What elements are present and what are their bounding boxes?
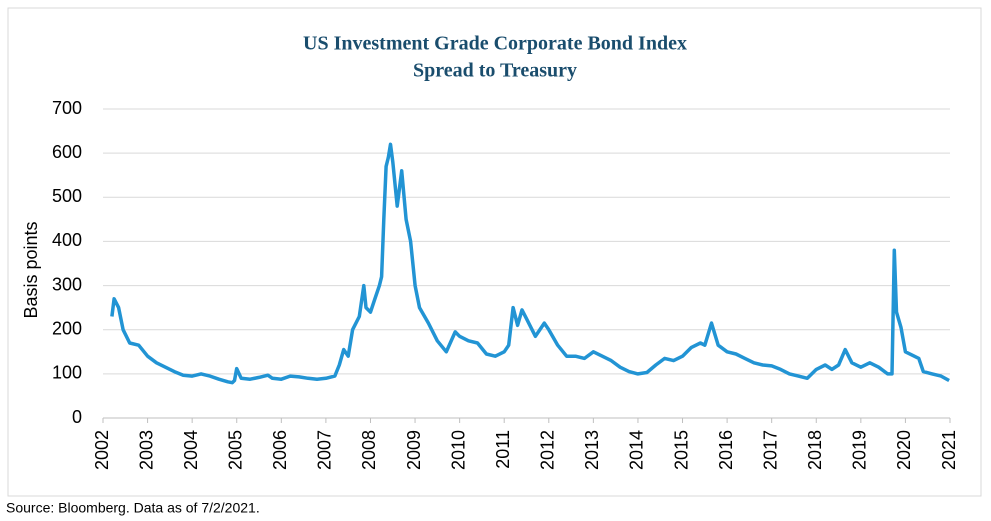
y-tick-label: 500 [52, 186, 82, 206]
chart-subtitle: Spread to Treasury [413, 60, 577, 82]
x-tick-label: 2009 [404, 430, 424, 470]
x-tick-label: 2007 [315, 430, 335, 470]
y-tick-label: 200 [52, 318, 82, 338]
x-tick-label: 2017 [760, 430, 780, 470]
y-tick-label: 0 [72, 407, 82, 427]
x-tick-label: 2018 [805, 430, 825, 470]
x-tick-label: 2003 [136, 430, 156, 470]
x-tick-label: 2019 [850, 430, 870, 470]
x-tick-label: 2016 [716, 430, 736, 470]
x-tick-label: 2013 [582, 430, 602, 470]
x-tick-label: 2020 [894, 430, 914, 470]
data-line [110, 142, 950, 385]
source-note: Source: Bloomberg. Data as of 7/2/2021. [6, 500, 260, 516]
x-tick-label: 2010 [448, 430, 468, 470]
x-tick-label: 2008 [359, 430, 379, 470]
x-tick-label: 2015 [671, 430, 691, 470]
x-tick-label: 2011 [493, 430, 513, 469]
x-tick-label: 2014 [627, 430, 647, 470]
x-tick-label: 2012 [538, 430, 558, 470]
y-tick-label: 700 [52, 98, 82, 118]
y-tick-label: 300 [52, 274, 82, 294]
x-tick-label: 2004 [181, 430, 201, 470]
x-tick-label: 2005 [225, 430, 245, 470]
x-tick-label: 2006 [270, 430, 290, 470]
chart-title: US Investment Grade Corporate Bond Index [303, 33, 687, 55]
x-tick-label: 2002 [92, 430, 112, 470]
y-axis-label: Basis points [21, 221, 41, 318]
y-tick-label: 600 [52, 142, 82, 162]
y-tick-label: 100 [52, 363, 82, 383]
chart-border [7, 7, 982, 497]
x-tick-label: 2021 [939, 430, 959, 470]
y-tick-label: 400 [52, 230, 82, 250]
